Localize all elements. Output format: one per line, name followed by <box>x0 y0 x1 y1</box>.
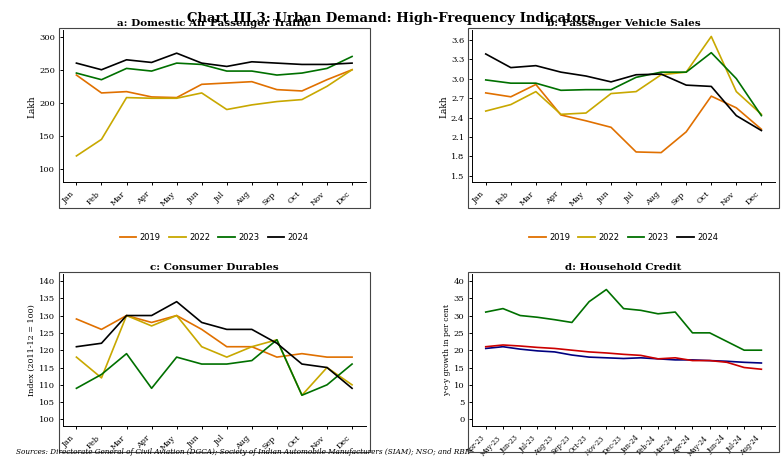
Personal loan <box>619 356 628 361</box>
Credit card outstanding <box>550 317 559 322</box>
Y-axis label: Lakh: Lakh <box>439 95 448 118</box>
Vehicle loan <box>739 365 749 370</box>
Credit card outstanding <box>481 309 490 315</box>
Credit card outstanding <box>619 306 628 311</box>
Personal loan <box>705 358 714 363</box>
Credit card outstanding <box>515 313 525 318</box>
Credit card outstanding <box>532 314 542 320</box>
Credit card outstanding <box>636 307 645 313</box>
Personal loan <box>636 355 645 361</box>
Legend: 2019, 2022, 2023, 2024: 2019, 2022, 2023, 2024 <box>525 229 721 245</box>
Title: c: Consumer Durables: c: Consumer Durables <box>150 263 279 272</box>
Personal loan <box>584 355 594 360</box>
Personal loan <box>722 359 731 364</box>
Credit card outstanding <box>653 311 662 317</box>
Personal loan <box>515 346 525 352</box>
Personal loan <box>739 360 749 365</box>
Line: Vehicle loan: Vehicle loan <box>485 345 761 369</box>
Vehicle loan <box>498 342 507 348</box>
Vehicle loan <box>567 348 576 353</box>
Credit card outstanding <box>584 299 594 304</box>
Personal loan <box>498 344 507 349</box>
Credit card outstanding <box>705 330 714 336</box>
Vehicle loan <box>481 344 490 349</box>
Credit card outstanding <box>498 306 507 311</box>
Vehicle loan <box>687 358 697 363</box>
Personal loan <box>567 352 576 358</box>
Credit card outstanding <box>567 319 576 325</box>
Title: d: Household Credit: d: Household Credit <box>565 263 682 272</box>
Credit card outstanding <box>739 348 749 353</box>
Text: Chart III.3: Urban Demand: High-Frequency Indicators: Chart III.3: Urban Demand: High-Frequenc… <box>187 12 596 24</box>
Personal loan <box>550 349 559 355</box>
Personal loan <box>687 357 697 363</box>
Personal loan <box>532 348 542 354</box>
Vehicle loan <box>601 350 611 356</box>
Title: b: Passenger Vehicle Sales: b: Passenger Vehicle Sales <box>547 19 700 28</box>
Personal loan <box>601 355 611 361</box>
Line: Personal loan: Personal loan <box>485 347 761 363</box>
Legend: 2019, 2022, 2023, 2024: 2019, 2022, 2023, 2024 <box>117 229 312 245</box>
Vehicle loan <box>619 352 628 357</box>
Credit card outstanding <box>722 339 731 344</box>
Personal loan <box>756 360 766 366</box>
Y-axis label: Index (2011-12 = 100): Index (2011-12 = 100) <box>28 304 36 396</box>
Vehicle loan <box>705 358 714 363</box>
Personal loan <box>653 356 662 361</box>
Vehicle loan <box>584 349 594 355</box>
Y-axis label: Lakh: Lakh <box>27 95 36 118</box>
Title: a: Domestic Air Passenger Traffic: a: Domestic Air Passenger Traffic <box>117 19 311 28</box>
Vehicle loan <box>532 345 542 350</box>
Personal loan <box>670 357 680 363</box>
Y-axis label: y-o-y growth in per cent: y-o-y growth in per cent <box>443 304 451 396</box>
Vehicle loan <box>670 355 680 361</box>
Vehicle loan <box>636 353 645 358</box>
Credit card outstanding <box>670 309 680 315</box>
Vehicle loan <box>756 366 766 372</box>
Credit card outstanding <box>687 330 697 336</box>
Vehicle loan <box>515 343 525 349</box>
Personal loan <box>481 346 490 351</box>
Credit card outstanding <box>601 287 611 292</box>
Credit card outstanding <box>756 348 766 353</box>
Line: Credit card outstanding: Credit card outstanding <box>485 290 761 350</box>
Vehicle loan <box>722 360 731 365</box>
Vehicle loan <box>550 346 559 351</box>
Text: Sources: Directorate General of Civil Aviation (DGCA); Society of Indian Automob: Sources: Directorate General of Civil Av… <box>16 449 470 456</box>
Vehicle loan <box>653 356 662 361</box>
